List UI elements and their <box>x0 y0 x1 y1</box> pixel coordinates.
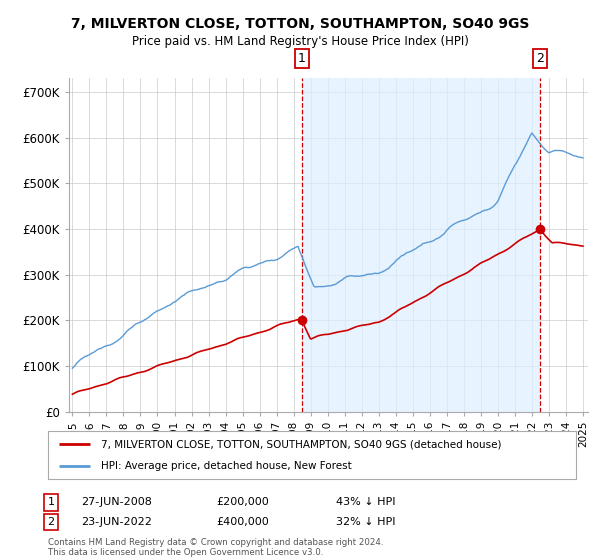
Text: 2: 2 <box>536 52 544 66</box>
Text: £400,000: £400,000 <box>216 517 269 527</box>
Bar <box>302 78 540 412</box>
Text: 1: 1 <box>47 497 55 507</box>
Text: 23-JUN-2022: 23-JUN-2022 <box>81 517 152 527</box>
Text: Contains HM Land Registry data © Crown copyright and database right 2024.
This d: Contains HM Land Registry data © Crown c… <box>48 538 383 557</box>
Text: Price paid vs. HM Land Registry's House Price Index (HPI): Price paid vs. HM Land Registry's House … <box>131 35 469 48</box>
Text: 32% ↓ HPI: 32% ↓ HPI <box>336 517 395 527</box>
Text: 7, MILVERTON CLOSE, TOTTON, SOUTHAMPTON, SO40 9GS: 7, MILVERTON CLOSE, TOTTON, SOUTHAMPTON,… <box>71 17 529 31</box>
Text: 27-JUN-2008: 27-JUN-2008 <box>81 497 152 507</box>
Text: 7, MILVERTON CLOSE, TOTTON, SOUTHAMPTON, SO40 9GS (detached house): 7, MILVERTON CLOSE, TOTTON, SOUTHAMPTON,… <box>101 439 502 449</box>
Text: 43% ↓ HPI: 43% ↓ HPI <box>336 497 395 507</box>
Text: £200,000: £200,000 <box>216 497 269 507</box>
Text: 2: 2 <box>47 517 55 527</box>
Text: 1: 1 <box>298 52 306 66</box>
Text: HPI: Average price, detached house, New Forest: HPI: Average price, detached house, New … <box>101 461 352 471</box>
